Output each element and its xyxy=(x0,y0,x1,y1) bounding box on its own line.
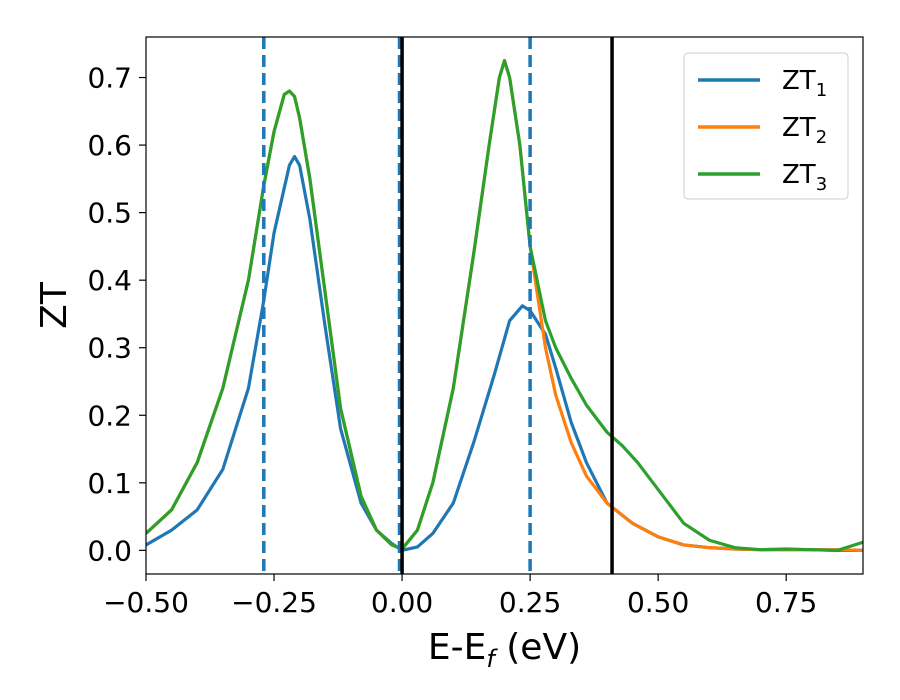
y-tick-label: 0.6 xyxy=(87,129,132,162)
y-tick-label: 0.1 xyxy=(87,467,132,500)
x-tick-label: 0.50 xyxy=(627,586,689,619)
y-axis-title: ZT xyxy=(34,281,75,329)
legend-box xyxy=(683,52,849,200)
y-tick-label: 0.5 xyxy=(87,197,132,230)
legend-label-2: ZT2 xyxy=(782,113,827,148)
y-tick-label: 0.4 xyxy=(87,264,132,297)
axes xyxy=(145,36,864,575)
legend-label-3: ZT3 xyxy=(782,160,827,195)
series-line-1 xyxy=(146,154,863,552)
y-tick-label: 0.0 xyxy=(87,534,132,567)
x-tick-label: −0.25 xyxy=(231,586,317,619)
legend: ZT1 ZT2 ZT3 xyxy=(683,52,849,200)
series-line-3 xyxy=(146,59,863,552)
series-group xyxy=(146,37,863,574)
x-tick-label: 0.75 xyxy=(755,586,817,619)
x-tick-label: 0.00 xyxy=(371,586,433,619)
y-tick-label: 0.2 xyxy=(87,399,132,432)
ticks: −0.50 −0.25 0.00 0.25 0.50 0.75 0.0 0.1 0.2 0.3 0.… xyxy=(87,62,817,619)
x-axis-title-main: E-E xyxy=(428,627,486,668)
legend-label-1: ZT1 xyxy=(782,66,827,101)
x-tick-label: −0.50 xyxy=(103,586,189,619)
x-axis-title-unit: (eV) xyxy=(495,627,581,668)
x-axis-title: E-Ef (eV) xyxy=(428,627,581,673)
plot-area xyxy=(146,37,863,574)
x-tick-label: 0.25 xyxy=(499,586,561,619)
y-tick-label: 0.3 xyxy=(87,332,132,365)
y-tick-label: 0.7 xyxy=(87,62,132,95)
axes-frame xyxy=(145,36,864,575)
